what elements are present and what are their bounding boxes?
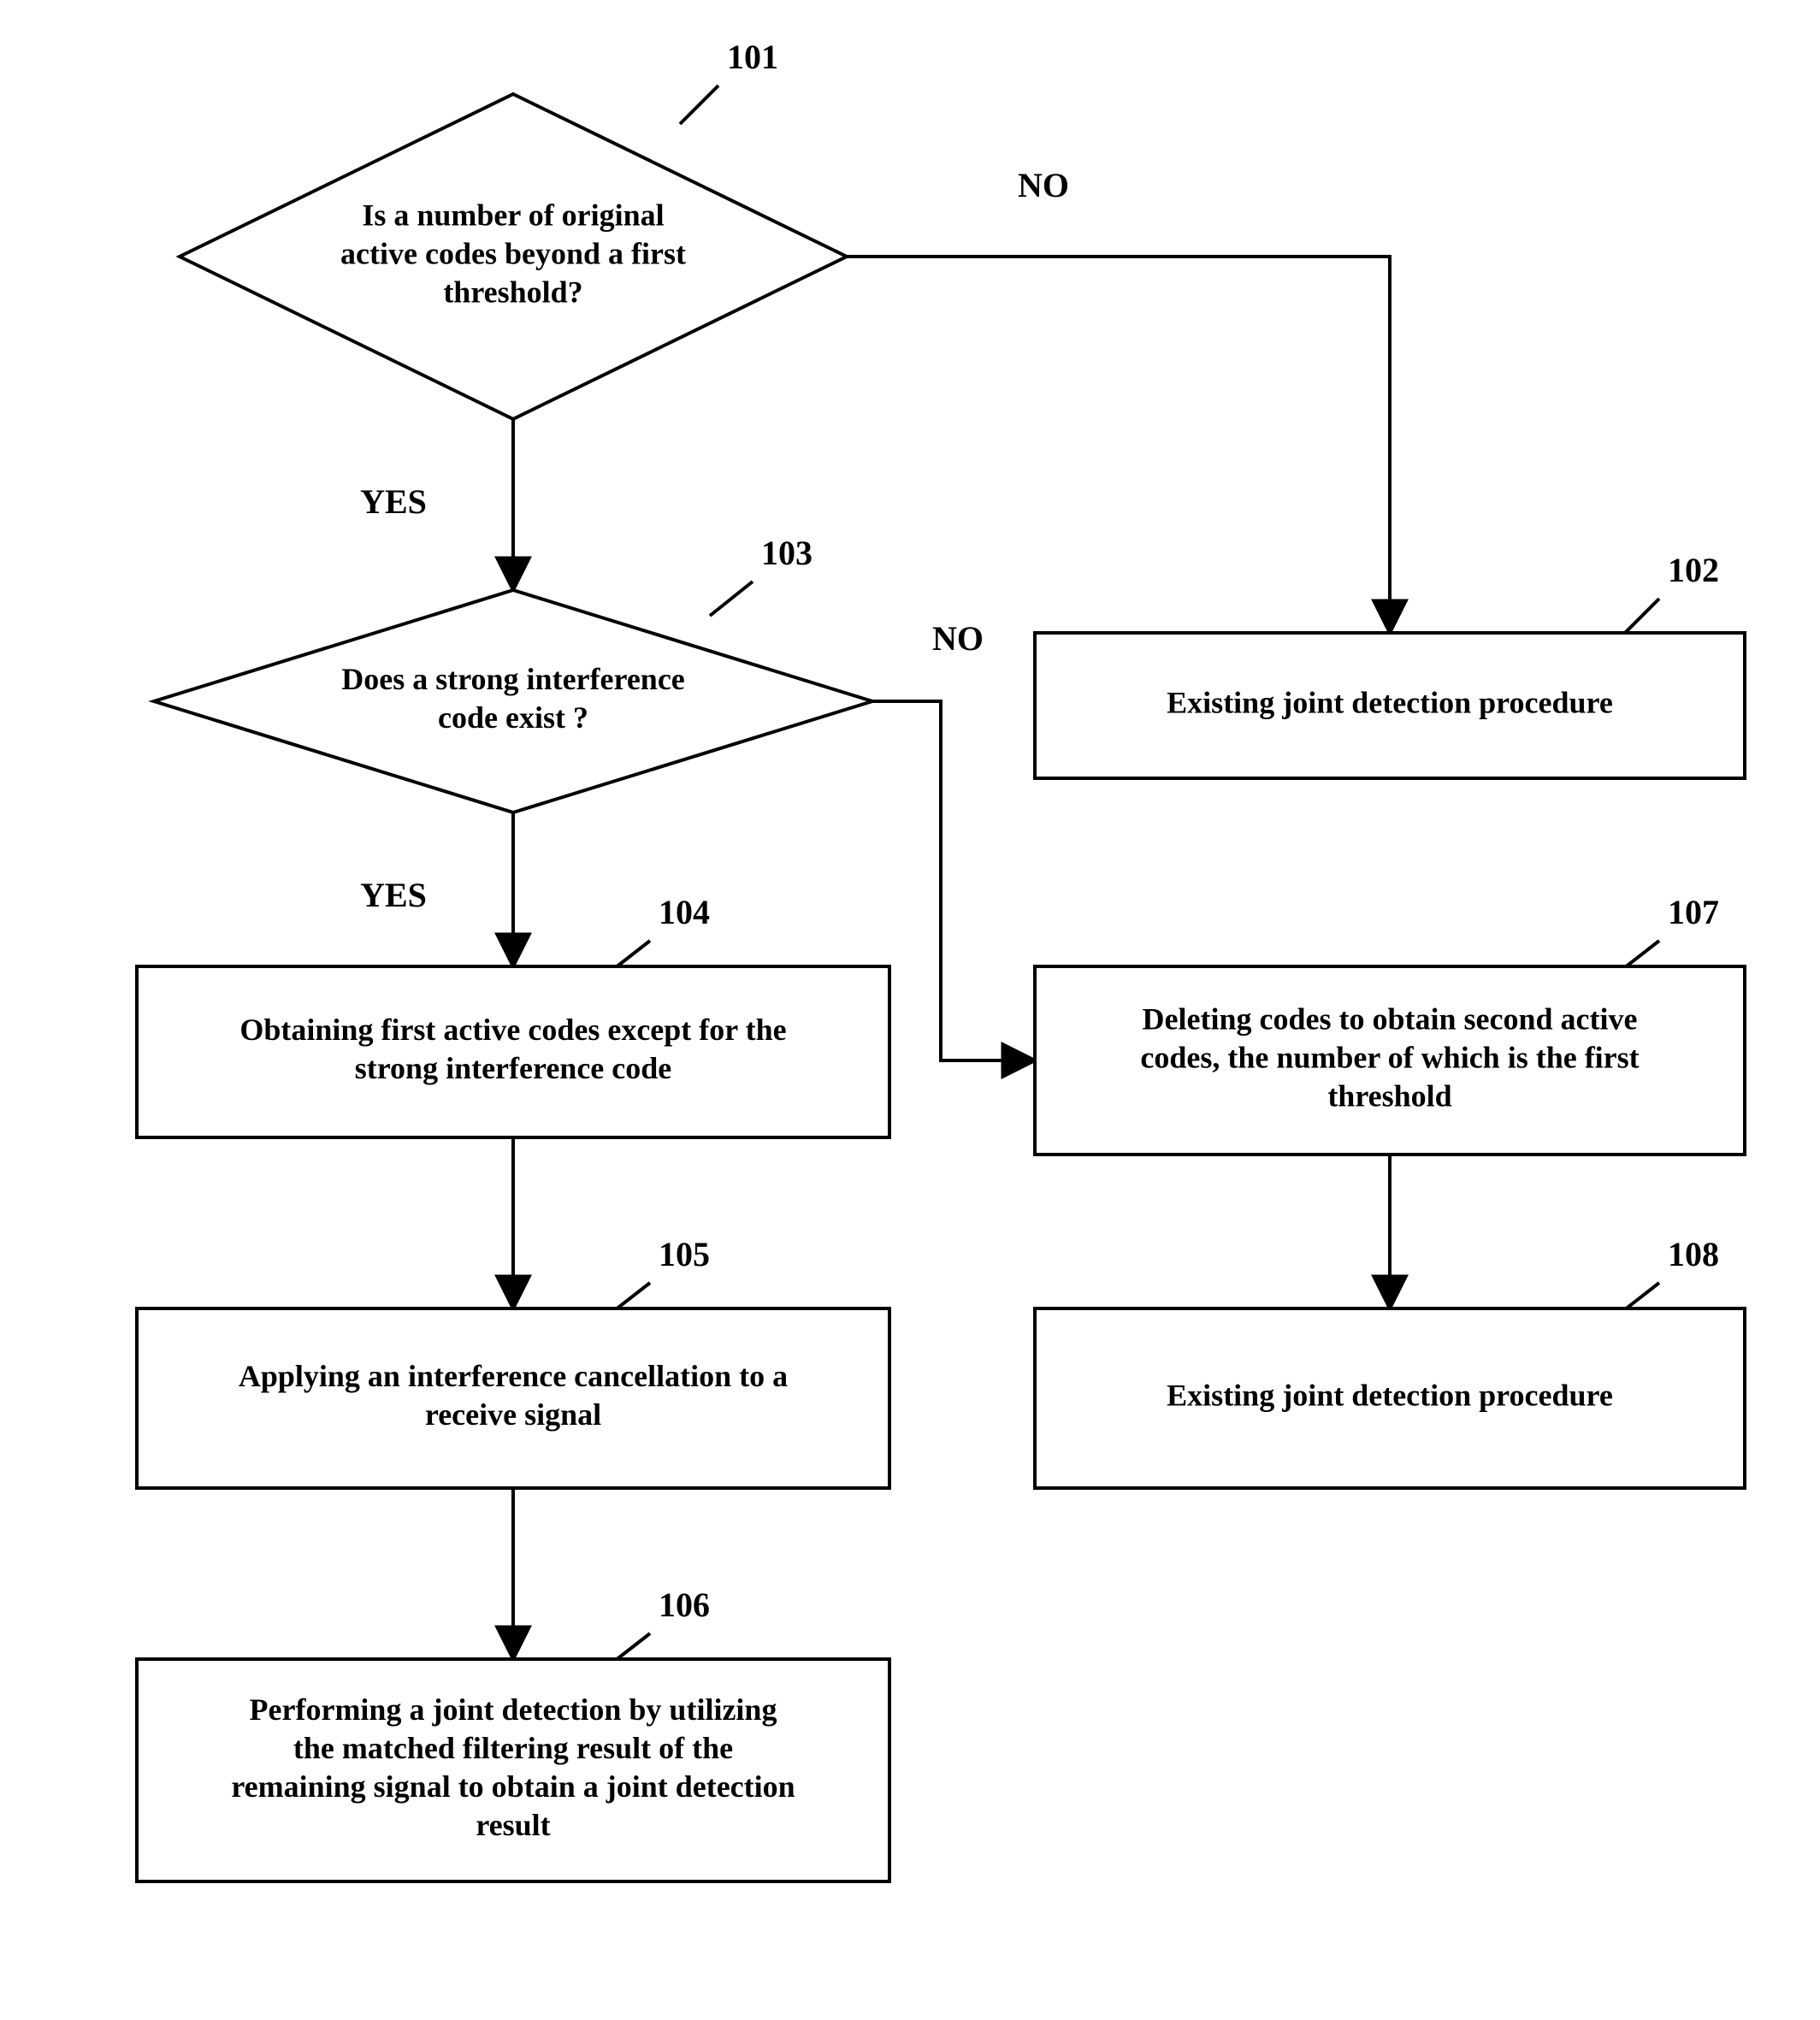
ref-label: 102 <box>1668 551 1719 589</box>
svg-text:remaining signal to obtain a j: remaining signal to obtain a joint detec… <box>231 1769 795 1804</box>
edge <box>847 257 1390 633</box>
ref-label: 108 <box>1668 1235 1719 1273</box>
ref-label: 107 <box>1668 893 1719 931</box>
edge <box>872 701 1035 1060</box>
svg-text:threshold?: threshold? <box>443 275 582 309</box>
node-n107: Deleting codes to obtain second active co… <box>1035 893 1745 1155</box>
svg-text:Applying an interference cance: Applying an interference cancellation to… <box>239 1359 788 1393</box>
svg-text:threshold: threshold <box>1327 1078 1451 1113</box>
svg-text:code exist ?: code exist ? <box>438 700 588 735</box>
svg-text:Existing joint detection proce: Existing joint detection procedure <box>1167 1378 1613 1412</box>
edge-label: YES <box>360 876 427 914</box>
svg-text:receive signal: receive signal <box>425 1397 601 1432</box>
svg-text:codes, the number of which is: codes, the number of which is the first <box>1140 1040 1639 1074</box>
ref-label: 105 <box>659 1235 710 1273</box>
svg-text:Existing joint detection proce: Existing joint detection procedure <box>1167 685 1613 719</box>
svg-text:Is a number of original: Is a number of original <box>362 198 664 232</box>
ref-label: 104 <box>659 893 710 931</box>
svg-text:the matched filtering result o: the matched filtering result of the <box>293 1731 733 1765</box>
svg-text:result: result <box>476 1808 550 1842</box>
edge-label: YES <box>360 482 427 521</box>
svg-text:active codes beyond a first: active codes beyond a first <box>340 236 686 270</box>
svg-text:Deleting codes to obtain secon: Deleting codes to obtain second active <box>1143 1001 1638 1036</box>
edge-label: NO <box>1018 166 1069 204</box>
svg-text:Performing a joint detection b: Performing a joint detection by utilizin… <box>250 1692 777 1727</box>
edge-label: NO <box>932 619 984 658</box>
node-n101: Is a number of original active codes beyo… <box>180 38 847 419</box>
svg-text:Obtaining first active codes e: Obtaining first active codes except for … <box>239 1013 786 1047</box>
ref-label: 106 <box>659 1586 710 1624</box>
svg-text:strong interference code: strong interference code <box>355 1051 672 1085</box>
ref-label: 103 <box>761 534 812 572</box>
svg-text:Does a strong interference: Does a strong interference <box>341 662 685 696</box>
ref-label: 101 <box>727 38 778 76</box>
